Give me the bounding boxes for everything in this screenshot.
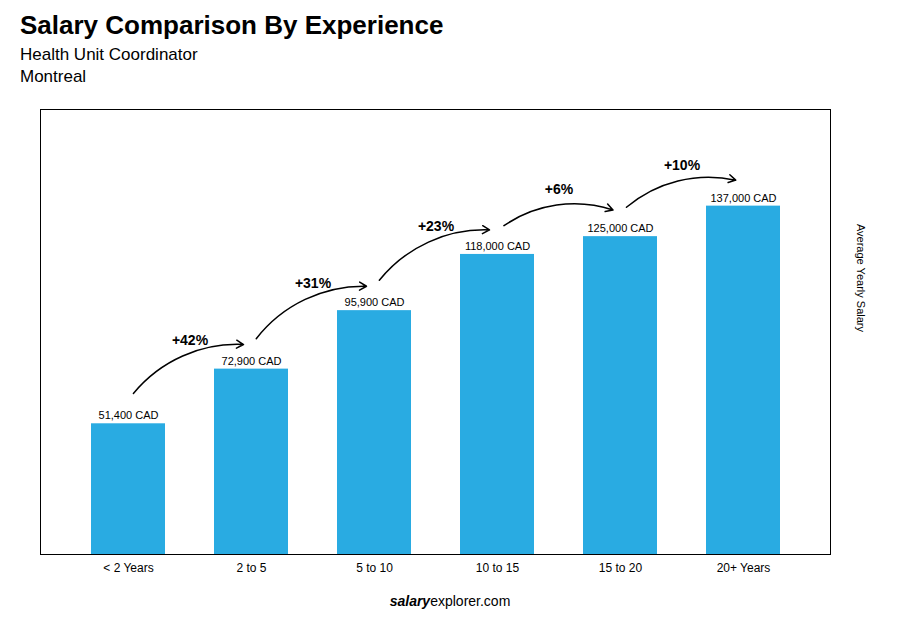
svg-text:+23%: +23% [418, 218, 455, 234]
svg-text:20+ Years: 20+ Years [717, 561, 771, 575]
svg-text:+6%: +6% [545, 181, 574, 197]
svg-text:+10%: +10% [664, 157, 701, 173]
svg-text:125,000 CAD: 125,000 CAD [587, 222, 653, 234]
svg-text:+31%: +31% [295, 275, 332, 291]
html-text:Health Unit Coordinator: Health Unit Coordinator [20, 45, 198, 64]
svg-text:+42%: +42% [172, 332, 209, 348]
svg-text:95,900 CAD: 95,900 CAD [345, 296, 405, 308]
html-text:Salary Comparison By Experienc: Salary Comparison By Experience [20, 10, 444, 40]
svg-text:2 to 5: 2 to 5 [236, 561, 266, 575]
svg-text:10 to 15: 10 to 15 [476, 561, 520, 575]
svg-text:5 to 10: 5 to 10 [356, 561, 393, 575]
svg-text:51,400 CAD: 51,400 CAD [99, 409, 159, 421]
svg-text:118,000 CAD: 118,000 CAD [465, 240, 530, 252]
svg-text:72,900 CAD: 72,900 CAD [222, 355, 282, 367]
html-text:salary explorer.com: salary explorer.com [389, 593, 511, 609]
svg-text:Average Yearly Salary: Average Yearly Salary [855, 224, 867, 333]
svg-text:137,000 CAD: 137,000 CAD [710, 192, 776, 204]
svg-text:< 2 Years: < 2 Years [103, 561, 153, 575]
html-text:Montreal: Montreal [20, 67, 87, 86]
svg-text:15 to 20: 15 to 20 [599, 561, 643, 575]
